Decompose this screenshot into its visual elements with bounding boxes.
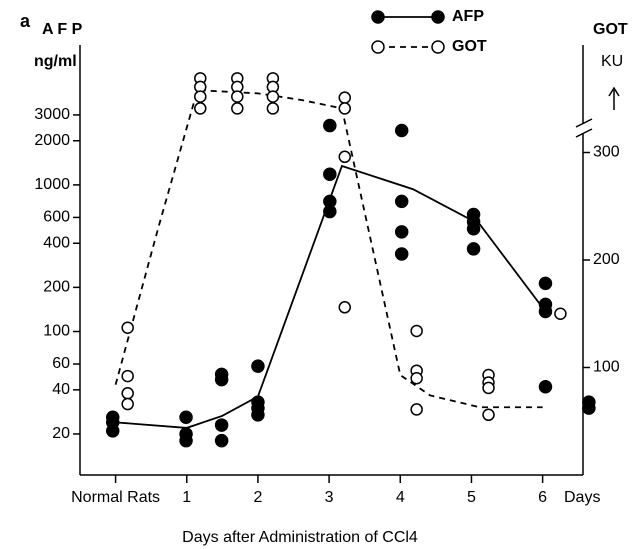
data-point [231, 90, 244, 103]
data-point [394, 123, 409, 138]
data-point [482, 408, 495, 422]
data-point [410, 324, 423, 338]
data-point [251, 359, 265, 373]
data-point [410, 403, 423, 416]
data-point [394, 194, 409, 209]
axis-break [575, 118, 593, 138]
x-axis-label: Days after Administration of CCl4 [182, 529, 418, 546]
data-point [538, 379, 553, 394]
data-point [582, 401, 596, 415]
data-point [466, 242, 481, 256]
data-point [266, 102, 280, 115]
legend-marker [371, 10, 385, 24]
y-axis-unit: ng/ml [34, 53, 77, 70]
y-tick-label: 600 [43, 209, 70, 226]
data-point [194, 90, 207, 103]
panel-label: a [20, 11, 31, 31]
x-tick-label: 5 [467, 489, 476, 506]
data-point [194, 102, 207, 115]
y2-arrow [608, 86, 620, 110]
y2-tick-label: 100 [593, 359, 620, 376]
data-point [323, 204, 337, 219]
data-point [338, 301, 352, 314]
y-tick-label: 400 [43, 234, 70, 251]
data-point [394, 247, 409, 261]
x-tick-label: 3 [325, 489, 334, 506]
x-tick-label: 2 [253, 489, 262, 506]
legend-marker [431, 40, 445, 54]
y-tick-label: 20 [52, 425, 70, 442]
data-point [394, 225, 409, 239]
data-point [214, 372, 229, 387]
data-point [554, 307, 567, 320]
legend-label: GOT [452, 38, 487, 55]
series-line [114, 89, 543, 409]
data-point [266, 90, 280, 103]
data-point [179, 410, 193, 425]
x-tick-label: Normal Rats [71, 489, 160, 506]
y-tick-label: 200 [43, 279, 70, 296]
x-axis-unit: Days [564, 489, 600, 506]
data-point [323, 167, 337, 181]
data-point [121, 397, 134, 411]
data-point [214, 418, 229, 432]
y-tick-label: 3000 [34, 106, 70, 123]
data-point [323, 118, 337, 133]
data-point [251, 408, 265, 422]
x-tick-label: 1 [182, 489, 191, 506]
data-point [538, 304, 553, 319]
legend-label: AFP [452, 8, 484, 25]
data-point [466, 222, 481, 236]
data-point [338, 150, 352, 164]
y-tick-label: 100 [43, 323, 70, 340]
data-point [482, 381, 495, 395]
y2-axis-unit: KU [601, 53, 623, 70]
y2-tick-label: 200 [593, 251, 620, 268]
y-tick-label: 2000 [34, 132, 70, 149]
data-point [338, 102, 352, 115]
y-axis-label: A F P [42, 21, 83, 38]
legend-marker [431, 10, 445, 24]
data-point [338, 91, 352, 104]
data-point [121, 369, 134, 383]
legend-marker [371, 40, 385, 54]
data-point [410, 372, 423, 385]
x-tick-label: 6 [538, 489, 547, 506]
data-point [121, 387, 134, 400]
data-point [179, 433, 193, 448]
y-tick-label: 60 [52, 355, 70, 372]
y-tick-label: 1000 [34, 176, 70, 193]
data-point [105, 424, 120, 438]
y2-tick-label: 300 [593, 144, 620, 161]
data-point [121, 321, 134, 334]
y-tick-label: 40 [52, 381, 70, 398]
y2-axis-label: GOT [593, 21, 628, 38]
data-point [214, 433, 229, 448]
x-tick-label: 4 [396, 489, 405, 506]
data-point [538, 276, 553, 291]
data-point [231, 102, 244, 115]
